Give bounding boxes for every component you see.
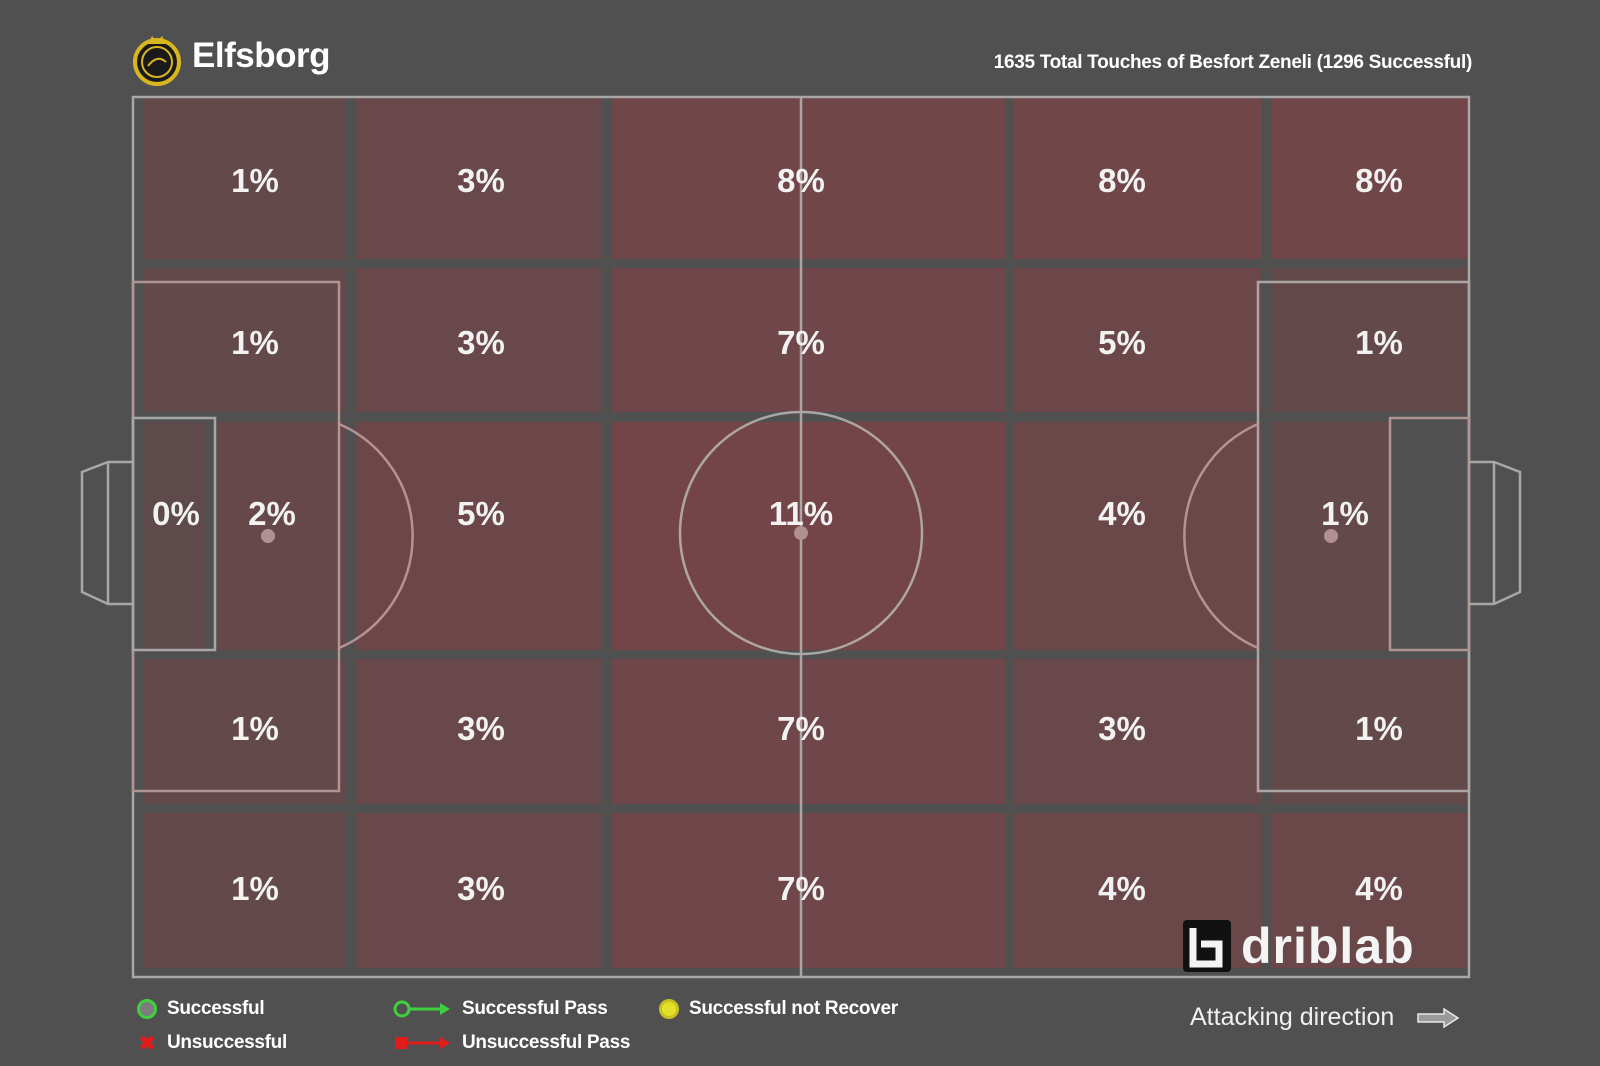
zone-percentage-label: 3% bbox=[457, 710, 505, 747]
successful-not-recover-dot-icon bbox=[659, 999, 679, 1019]
zone-percentage-label: 11% bbox=[769, 495, 833, 532]
zone-percentage-label: 4% bbox=[1098, 870, 1146, 907]
driblab-mark-icon bbox=[1183, 920, 1231, 972]
heatmap-zone bbox=[355, 422, 602, 650]
zone-percentage-label: 1% bbox=[231, 162, 279, 199]
right-penalty-arc bbox=[1183, 422, 1259, 650]
heatmap-zone bbox=[355, 268, 602, 412]
heatmap-zone bbox=[143, 97, 346, 259]
zone-percentage-label: 3% bbox=[457, 324, 505, 361]
center-spot bbox=[794, 526, 808, 540]
unsuccessful-pass-arrow-icon bbox=[395, 1037, 450, 1049]
zone-percentage-label: 5% bbox=[457, 495, 505, 532]
zone-percentage-label: 1% bbox=[231, 324, 279, 361]
zone-labels: 1% 3% 8% 8% 8% 1% 3% 7% 5% 1% 0% 2% 5% 11% 4% 1% 1% 3% 7% 3… bbox=[152, 162, 1403, 907]
left-penalty-spot bbox=[261, 529, 275, 543]
zone-percentage-label: 7% bbox=[777, 710, 825, 747]
heatmap-zone bbox=[143, 659, 346, 804]
heatmap-zone bbox=[143, 422, 206, 650]
legend-col-2: Successful Pass Unsuccessful Pass bbox=[392, 992, 630, 1060]
heatmap-zone bbox=[612, 422, 1005, 650]
attacking-direction: Attacking direction bbox=[1190, 1003, 1460, 1032]
heatmap-zone bbox=[1014, 268, 1262, 412]
zone-percentage-label: 5% bbox=[1098, 324, 1146, 361]
heatmap-zone bbox=[143, 268, 346, 412]
legend-unsuccessful-pass: Unsuccessful Pass bbox=[392, 1026, 630, 1060]
right-arrow-icon bbox=[1417, 1007, 1460, 1028]
legend-unsuccessful-pass-label: Unsuccessful Pass bbox=[462, 1032, 631, 1053]
zone-percentage-label: 3% bbox=[1098, 710, 1146, 747]
zone-percentage-label: 1% bbox=[231, 870, 279, 907]
heatmap-zone bbox=[355, 97, 602, 259]
team-name: Elfsborg bbox=[192, 36, 330, 75]
legend-unsuccessful-label: Unsuccessful bbox=[167, 1032, 287, 1053]
heatmap-zone bbox=[1014, 97, 1262, 259]
center-circle bbox=[678, 410, 924, 656]
legend-col-1: Successful ✖ Unsuccessful bbox=[137, 992, 287, 1060]
right-six-yard-box bbox=[1388, 416, 1471, 652]
heatmap-zone bbox=[143, 813, 346, 968]
zone-percentage-label: 1% bbox=[1355, 324, 1403, 361]
legend-unsuccessful: ✖ Unsuccessful bbox=[137, 1026, 287, 1060]
heatmap-zone bbox=[1271, 268, 1469, 412]
heatmap-zone bbox=[612, 268, 1005, 412]
heatmap-zone bbox=[1271, 659, 1469, 804]
left-penalty-arc bbox=[338, 422, 414, 650]
right-goal bbox=[1469, 460, 1522, 606]
zone-percentage-label: 8% bbox=[777, 162, 825, 199]
zone-percentage-label: 3% bbox=[457, 162, 505, 199]
chart-title: 1635 Total Touches of Besfort Zeneli (12… bbox=[993, 52, 1473, 73]
heatmap-zone bbox=[612, 813, 1005, 968]
heatmap-zone bbox=[1014, 659, 1262, 804]
heatmap-zone bbox=[355, 659, 602, 804]
legend-successful: Successful bbox=[137, 992, 287, 1026]
brand-name: driblab bbox=[1241, 918, 1415, 974]
zone-percentage-label: 1% bbox=[1321, 495, 1369, 532]
heatmap-zone bbox=[355, 813, 602, 968]
heatmap-zone bbox=[1271, 97, 1469, 259]
zone-percentage-label: 0% bbox=[152, 495, 200, 532]
attacking-direction-label: Attacking direction bbox=[1190, 1003, 1395, 1031]
heatmap-zone bbox=[1014, 422, 1262, 650]
zone-percentage-label: 8% bbox=[1098, 162, 1146, 199]
heatmap-zone bbox=[612, 659, 1005, 804]
left-six-yard-box bbox=[131, 416, 217, 652]
heatmap-zone bbox=[1271, 813, 1469, 968]
legend-successful-not-recover: Successful not Recover bbox=[659, 992, 898, 1026]
zone-percentage-label: 7% bbox=[777, 324, 825, 361]
successful-dot-icon bbox=[137, 999, 157, 1019]
right-penalty-spot bbox=[1324, 529, 1338, 543]
legend-successful-pass: Successful Pass bbox=[392, 992, 630, 1026]
zone-percentage-label: 3% bbox=[457, 870, 505, 907]
zone-percentage-label: 2% bbox=[248, 495, 296, 532]
heatmap-zone bbox=[612, 97, 1005, 259]
heatmap-zone bbox=[217, 422, 346, 650]
legend-successful-not-recover-label: Successful not Recover bbox=[689, 998, 898, 1019]
legend-successful-label: Successful bbox=[167, 998, 265, 1019]
legend-successful-pass-label: Successful Pass bbox=[462, 998, 608, 1019]
zone-percentage-label: 1% bbox=[231, 710, 279, 747]
driblab-logo: driblab bbox=[1183, 917, 1415, 975]
elfsborg-crest-icon bbox=[133, 36, 181, 86]
unsuccessful-x-icon: ✖ bbox=[138, 1032, 156, 1055]
successful-pass-arrow-icon bbox=[393, 1000, 450, 1018]
heatmap-zones bbox=[143, 97, 1469, 968]
zone-percentage-label: 7% bbox=[777, 870, 825, 907]
zone-percentage-label: 8% bbox=[1355, 162, 1403, 199]
zone-percentage-label: 4% bbox=[1098, 495, 1146, 532]
left-goal bbox=[80, 460, 133, 606]
zone-percentage-label: 1% bbox=[1355, 710, 1403, 747]
pitch-lines bbox=[80, 95, 1522, 979]
legend-col-3: Successful not Recover bbox=[659, 992, 898, 1026]
zone-percentage-label: 4% bbox=[1355, 870, 1403, 907]
